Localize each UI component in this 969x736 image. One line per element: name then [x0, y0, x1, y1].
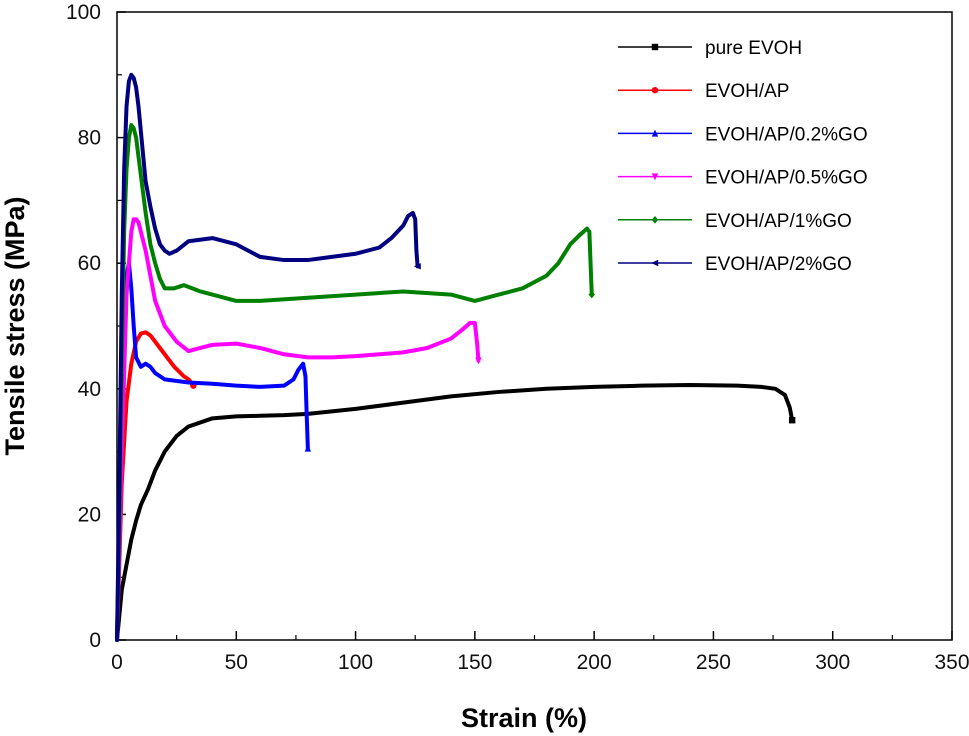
plot-frame: [116, 11, 953, 641]
legend-label: pure EVOH: [705, 38, 802, 59]
series-end-marker: [588, 290, 595, 299]
y-axis-title: Tensile stress (MPa): [0, 196, 30, 455]
series-line: [115, 330, 196, 642]
x-tick-label: 350: [934, 651, 969, 674]
y-tick-label: 40: [78, 378, 101, 401]
legend-item: EVOH/AP/2%GO: [618, 254, 852, 275]
series-line: [115, 123, 594, 642]
legend-item: EVOH/AP/1%GO: [618, 211, 852, 232]
legend-item: EVOH/AP/0.5%GO: [618, 168, 868, 189]
x-axis-ticks: 0 50 100 150 200 250 300 350: [111, 631, 969, 674]
legend-item: EVOH/AP/0.2%GO: [618, 124, 868, 145]
y-tick-label: 100: [66, 1, 101, 24]
legend-marker: [651, 43, 659, 51]
legend-marker: [651, 259, 659, 267]
x-tick-label: 300: [815, 651, 850, 674]
legend-marker: [651, 87, 659, 94]
x-axis-title: Strain (%): [461, 703, 587, 733]
legend-marker: [651, 216, 659, 224]
y-tick-label: 80: [78, 127, 101, 150]
legend-label: EVOH/AP: [705, 81, 789, 102]
legend: pure EVOH EVOH/AP EVOH/AP/0.2%GO EVOH/AP/0.…: [618, 38, 868, 275]
legend-marker: [651, 129, 659, 137]
x-tick-label: 0: [111, 651, 123, 674]
x-tick-label: 50: [225, 651, 248, 674]
series-4: [115, 123, 595, 642]
series-end-marker: [475, 357, 482, 365]
y-tick-label: 0: [89, 629, 101, 652]
series-line: [115, 217, 481, 642]
legend-label: EVOH/AP/0.2%GO: [705, 124, 868, 145]
legend-label: EVOH/AP/0.5%GO: [705, 168, 868, 189]
series-2: [115, 261, 312, 642]
series-3: [115, 217, 482, 642]
series-end-marker: [304, 444, 312, 452]
series-layer: [115, 72, 796, 642]
x-tick-label: 150: [457, 651, 492, 674]
series-line: [115, 72, 420, 642]
y-axis-ticks: 0 20 40 60 80 100: [66, 1, 126, 652]
series-line: [115, 383, 795, 642]
x-tick-label: 250: [696, 651, 731, 674]
legend-label: EVOH/AP/2%GO: [705, 254, 852, 275]
y-tick-label: 60: [78, 252, 101, 275]
x-tick-label: 200: [577, 651, 612, 674]
x-tick-label: 100: [338, 651, 373, 674]
series-5: [115, 72, 421, 642]
series-end-marker: [788, 417, 796, 424]
legend-label: EVOH/AP/1%GO: [705, 211, 852, 232]
legend-marker: [651, 173, 659, 181]
series-0: [115, 383, 796, 642]
legend-item: EVOH/AP: [618, 81, 789, 102]
legend-item: pure EVOH: [618, 38, 802, 59]
series-end-marker: [413, 263, 421, 270]
y-tick-label: 20: [78, 503, 101, 526]
series-line: [115, 261, 310, 642]
series-1: [115, 330, 197, 642]
